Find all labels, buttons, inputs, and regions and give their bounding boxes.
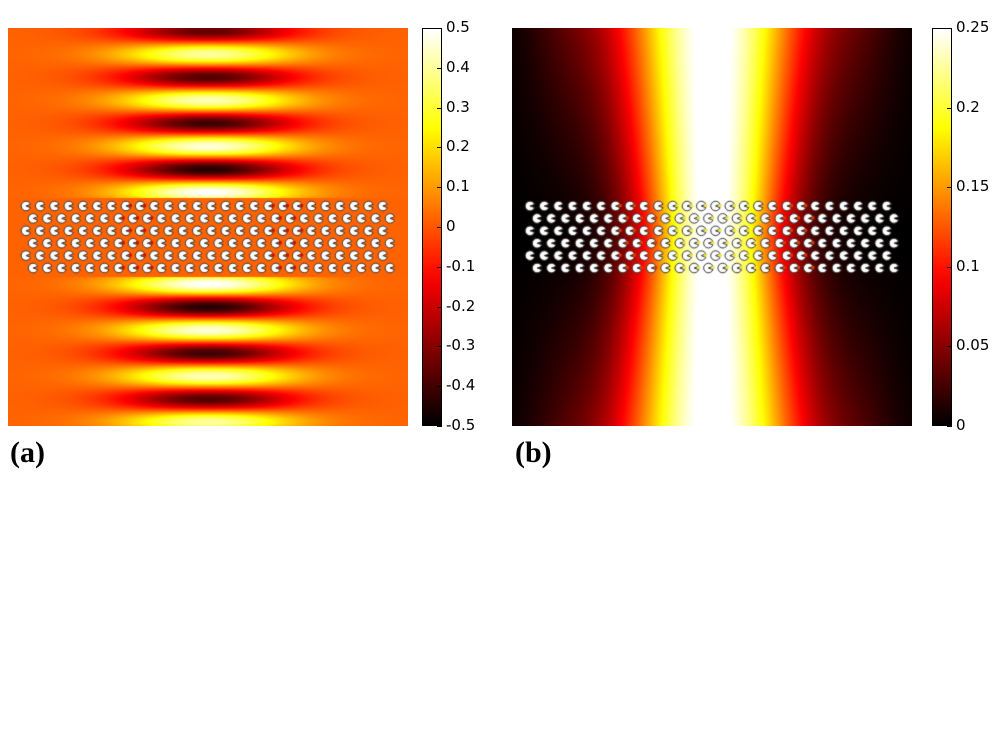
colorbar-tick-mark bbox=[947, 107, 952, 109]
colorbar-tick-label: 0.1 bbox=[956, 256, 980, 275]
colorbar-tick-label: 0.1 bbox=[446, 177, 470, 196]
colorbar-tick-mark bbox=[437, 28, 442, 29]
panel-label-b: (b) bbox=[515, 436, 552, 469]
colorbar-tick-label: 0.5 bbox=[446, 18, 470, 36]
colorbar-tick-label: -0.2 bbox=[446, 296, 476, 315]
colorbar-tick-mark bbox=[947, 266, 952, 268]
colorbar-tick-label: -0.5 bbox=[446, 416, 476, 434]
colorbar-tick-label: -0.4 bbox=[446, 376, 476, 395]
colorbar-tick-mark bbox=[437, 107, 442, 109]
colorbar-tick-label: 0.3 bbox=[446, 97, 470, 116]
colorbar-tick-mark bbox=[947, 426, 952, 427]
colorbar-tick-mark bbox=[437, 147, 442, 149]
colorbar-tick-mark bbox=[437, 187, 442, 189]
colorbar-tick-label: -0.1 bbox=[446, 256, 476, 275]
colorbar-tick-mark bbox=[437, 227, 442, 228]
heatmap-b bbox=[512, 28, 912, 426]
colorbar-tick-mark bbox=[437, 426, 442, 427]
colorbar-tick-label: 0.2 bbox=[446, 137, 470, 156]
colorbar-tick-label: 0.25 bbox=[956, 18, 990, 36]
colorbar-tick-mark bbox=[437, 306, 442, 308]
colorbar-tick-mark bbox=[437, 346, 442, 348]
colorbar-tick-mark bbox=[437, 266, 442, 268]
panel-label-a: (a) bbox=[10, 436, 45, 469]
colorbar-tick-mark bbox=[947, 28, 952, 29]
heatmap-a bbox=[8, 28, 408, 426]
heatmap-a-canvas bbox=[8, 28, 408, 426]
colorbar-tick-mark bbox=[947, 187, 952, 189]
colorbar-tick-mark bbox=[437, 386, 442, 388]
colorbar-tick-label: 0 bbox=[956, 416, 966, 434]
colorbar-b bbox=[932, 28, 952, 426]
colorbar-tick-label: 0 bbox=[446, 217, 456, 235]
colorbar-tick-label: 0.4 bbox=[446, 57, 470, 76]
colorbar-tick-label: 0.05 bbox=[956, 336, 990, 355]
colorbar-tick-mark bbox=[437, 67, 442, 69]
colorbar-tick-label: 0.15 bbox=[956, 177, 990, 196]
heatmap-b-canvas bbox=[512, 28, 912, 426]
colorbar-tick-label: -0.3 bbox=[446, 336, 476, 355]
colorbar-tick-label: 0.2 bbox=[956, 97, 980, 116]
colorbar-tick-mark bbox=[947, 346, 952, 348]
